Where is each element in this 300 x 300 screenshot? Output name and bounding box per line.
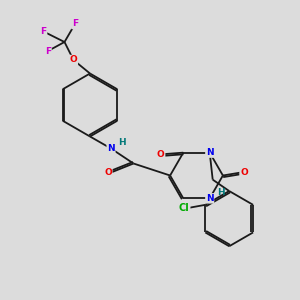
Text: Cl: Cl <box>179 203 190 213</box>
Text: O: O <box>240 168 248 177</box>
Text: H: H <box>217 188 225 197</box>
Text: O: O <box>104 168 112 177</box>
Text: O: O <box>70 56 77 64</box>
Text: F: F <box>72 20 78 28</box>
Text: N: N <box>206 148 214 157</box>
Text: N: N <box>107 144 115 153</box>
Text: F: F <box>45 46 51 56</box>
Text: O: O <box>157 150 165 159</box>
Text: N: N <box>206 194 214 203</box>
Text: F: F <box>40 27 46 36</box>
Text: H: H <box>118 138 125 147</box>
